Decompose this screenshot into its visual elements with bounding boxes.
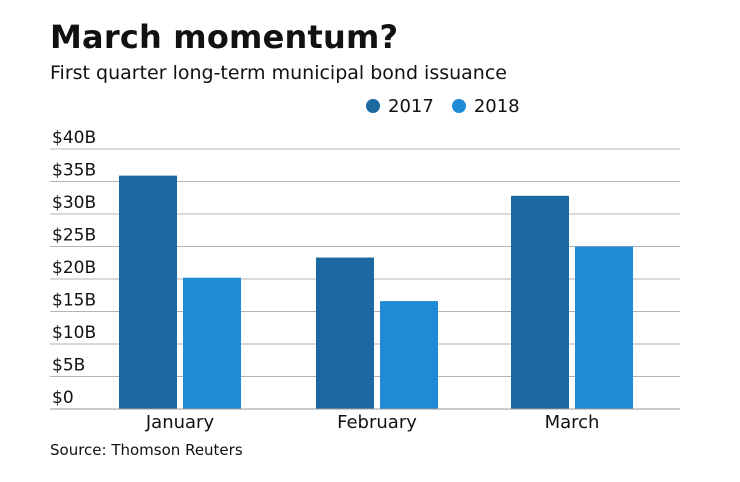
y-tick-label: $0 <box>52 388 74 408</box>
legend-item-2018: 2018 <box>451 95 520 117</box>
legend-swatch-2018 <box>451 99 466 113</box>
legend-swatch-2017 <box>366 99 380 113</box>
y-tick-label: $20B <box>52 258 96 278</box>
chart-subtitle: First quarter long-term municipal bond i… <box>50 62 507 84</box>
y-tick-label: $35B <box>52 161 96 181</box>
source-note: Source: Thomson Reuters <box>50 441 243 459</box>
bar-2017-march <box>511 195 569 409</box>
y-tick-label: $15B <box>52 291 96 311</box>
bar-2017-february <box>316 257 374 409</box>
y-tick-label: $25B <box>52 226 96 246</box>
x-tick-label-march: March <box>545 412 600 433</box>
bar-2018-january <box>183 277 241 409</box>
y-tick-label: $40B <box>52 128 96 148</box>
legend-item-2017: 2017 <box>366 96 434 117</box>
bar-2017-january <box>119 175 177 409</box>
y-tick-label: $10B <box>52 323 96 343</box>
legend: 2017 2018 <box>366 95 538 117</box>
bar-2018-february <box>380 301 438 409</box>
chart-title: March momentum? <box>50 18 399 56</box>
y-tick-label: $30B <box>52 193 96 213</box>
legend-label-2017: 2017 <box>388 95 434 117</box>
bar-2018-march <box>575 246 633 409</box>
legend-label-2018: 2018 <box>473 95 520 117</box>
x-tick-label-february: February <box>337 412 417 433</box>
x-tick-label-january: January <box>145 412 215 433</box>
y-tick-label: $5B <box>52 356 85 376</box>
